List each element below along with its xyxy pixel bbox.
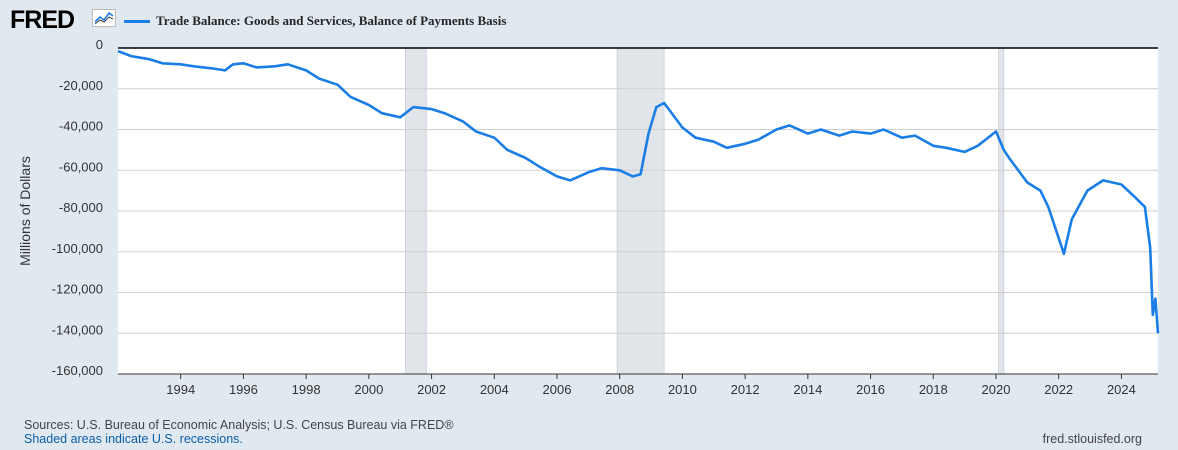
x-tick-label: 2020 bbox=[982, 382, 1011, 397]
legend-label: Trade Balance: Goods and Services, Balan… bbox=[156, 13, 507, 28]
x-tick-label: 1996 bbox=[229, 382, 258, 397]
fred-logo[interactable]: FRED bbox=[10, 6, 75, 34]
y-tick-label: 0 bbox=[96, 37, 103, 52]
footer-recessions-note[interactable]: Shaded areas indicate U.S. recessions. bbox=[24, 432, 243, 446]
x-tick-label: 2012 bbox=[731, 382, 760, 397]
x-axis-ticks: 1994 1996 1998 2000 2002 2004 2006 2008 2010 2012… bbox=[118, 373, 1158, 397]
x-tick-label: 2004 bbox=[480, 382, 509, 397]
chart-legend[interactable]: Trade Balance: Goods and Services, Balan… bbox=[124, 13, 506, 29]
y-axis-ticks: 0 -20,000 -40,000 -60,000 -80,000 -100,000 -12… bbox=[52, 37, 103, 378]
x-tick-label: 2006 bbox=[543, 382, 572, 397]
x-tick-label: 2002 bbox=[417, 382, 446, 397]
y-axis-title: Millions of Dollars bbox=[17, 156, 33, 266]
x-tick-label: 2000 bbox=[354, 382, 383, 397]
x-tick-label: 1998 bbox=[292, 382, 321, 397]
x-tick-label: 2008 bbox=[605, 382, 634, 397]
x-tick-label: 2016 bbox=[856, 382, 885, 397]
x-tick-label: 2022 bbox=[1044, 382, 1073, 397]
y-tick-label: -60,000 bbox=[59, 159, 103, 174]
y-tick-label: -40,000 bbox=[59, 119, 103, 134]
x-tick-label: 1994 bbox=[166, 382, 195, 397]
y-tick-label: -120,000 bbox=[52, 282, 103, 297]
chart-plot[interactable]: 0 -20,000 -40,000 -60,000 -80,000 -100,000 -12… bbox=[0, 0, 1178, 410]
series-line[interactable] bbox=[117, 49, 1160, 334]
line-chart-icon bbox=[92, 9, 116, 32]
footer-sources: Sources: U.S. Bureau of Economic Analysi… bbox=[24, 418, 454, 432]
y-tick-label: -160,000 bbox=[52, 363, 103, 378]
x-tick-label: 2024 bbox=[1107, 382, 1136, 397]
x-tick-label: 2010 bbox=[668, 382, 697, 397]
x-tick-label: 2018 bbox=[919, 382, 948, 397]
chart-header: FRED Trade Balance: Goods and Services, … bbox=[0, 0, 1178, 36]
x-tick-label: 2014 bbox=[793, 382, 822, 397]
legend-swatch bbox=[124, 19, 150, 23]
y-tick-label: -20,000 bbox=[59, 78, 103, 93]
y-tick-label: -80,000 bbox=[59, 200, 103, 215]
y-tick-label: -100,000 bbox=[52, 241, 103, 256]
footer-url[interactable]: fred.stlouisfed.org bbox=[1042, 432, 1142, 446]
y-tick-label: -140,000 bbox=[52, 322, 103, 337]
